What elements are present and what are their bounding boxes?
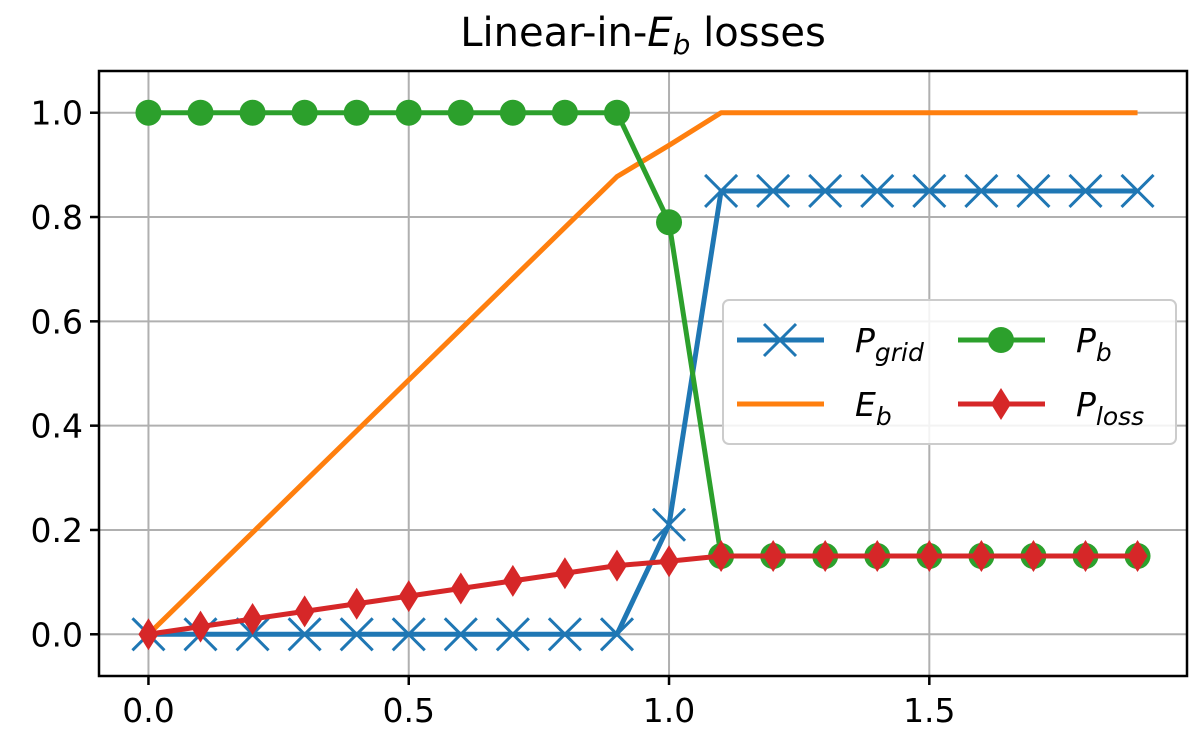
data-point-pb (656, 209, 683, 236)
data-point-pgrid (1120, 173, 1155, 209)
data-point-pb (239, 99, 266, 126)
series-layer (131, 99, 1155, 652)
series-ploss (138, 540, 1148, 651)
data-point-pgrid (495, 617, 530, 652)
data-point-ploss (190, 610, 211, 643)
data-point-pb (135, 99, 162, 126)
data-point-pb (499, 99, 526, 126)
series-line-ploss (148, 553, 1138, 637)
data-point-pgrid (912, 173, 947, 209)
legend-entry-ploss: Ploss (958, 385, 1144, 431)
y-tick-label: 0.2 (31, 511, 83, 550)
legend-symbol: P (1076, 321, 1096, 360)
data-point-pb (447, 99, 474, 126)
data-point-pb (187, 99, 214, 126)
data-point-ploss (1075, 540, 1096, 573)
data-point-pgrid (287, 617, 322, 652)
series-line-pgrid (148, 188, 1138, 637)
data-point-ploss (1023, 540, 1044, 573)
data-point-pgrid (339, 617, 374, 652)
data-point-pgrid (443, 617, 478, 652)
plot-frame (97, 69, 1189, 678)
data-point-ploss (763, 540, 784, 573)
series-line-eb (146, 110, 1138, 637)
chart-title-suffix: losses (690, 10, 825, 56)
data-point-pgrid (1068, 173, 1103, 209)
legend-entry-pgrid: Pgrid (737, 321, 924, 367)
legend-marker-ploss (991, 388, 1011, 420)
legend-symbol: E (855, 385, 876, 424)
data-point-ploss (659, 545, 680, 578)
data-point-ploss (711, 540, 732, 573)
data-point-pb (291, 99, 318, 126)
x-tick-label: 0.0 (122, 691, 174, 730)
legend-label-ploss: Ploss (1076, 385, 1144, 431)
data-point-pb (343, 99, 370, 126)
legend-subscript: grid (875, 338, 924, 367)
chart-title-main: Linear-in- (460, 10, 647, 56)
legend-marker-pgrid (762, 322, 798, 358)
data-point-pb (395, 99, 422, 126)
y-tick-label: 0.0 (31, 615, 83, 654)
legend-entry-pb: Pb (958, 321, 1112, 367)
chart-title-symbol: E (647, 10, 673, 56)
x-tick-label: 1.0 (643, 691, 695, 730)
chart-title-subscript: b (673, 28, 691, 61)
y-tick-label: 0.8 (31, 198, 83, 237)
data-point-ploss (346, 587, 367, 620)
data-point-pgrid (599, 617, 635, 652)
data-point-ploss (398, 580, 419, 613)
data-point-pgrid (964, 173, 999, 209)
data-point-ploss (867, 540, 888, 573)
chart-title: Linear-in-Eb losses (460, 10, 826, 61)
y-tick-label: 0.4 (31, 407, 83, 446)
data-point-ploss (815, 540, 836, 573)
data-point-pgrid (704, 173, 739, 209)
data-point-ploss (606, 549, 627, 582)
legend-label-pgrid: Pgrid (855, 321, 924, 367)
data-point-ploss (502, 564, 523, 597)
data-point-ploss (919, 540, 940, 573)
data-point-ploss (294, 595, 315, 628)
data-point-pgrid (651, 507, 687, 542)
y-tick-label: 1.0 (31, 94, 83, 133)
series-eb (146, 110, 1138, 637)
legend-box (722, 299, 1177, 445)
data-point-ploss (971, 540, 992, 573)
data-point-ploss (138, 618, 159, 651)
data-point-pgrid (547, 617, 582, 652)
x-tick-label: 1.5 (903, 691, 955, 730)
data-point-ploss (450, 572, 471, 605)
data-point-pgrid (391, 617, 426, 652)
data-point-pgrid (860, 173, 895, 209)
data-point-pgrid (808, 173, 843, 209)
legend-subscript: b (876, 402, 892, 431)
legend-label-eb: Eb (855, 385, 892, 431)
data-point-pgrid (1016, 173, 1051, 209)
y-tick-label: 0.6 (31, 302, 83, 341)
data-point-ploss (1127, 540, 1148, 573)
axis-ticks: 0.0 0.5 1.0 1.5 0.0 0.2 0.4 0.6 0.8 1.0 (31, 94, 956, 730)
data-point-pgrid (756, 173, 791, 209)
legend-symbol: P (1076, 385, 1096, 424)
legend-label-pb: Pb (1076, 321, 1112, 367)
data-point-ploss (242, 602, 263, 635)
data-point-pb (551, 99, 578, 126)
data-point-ploss (554, 557, 575, 590)
x-tick-label: 0.5 (382, 691, 434, 730)
legend-symbol: P (855, 321, 875, 360)
legend-entry-eb: Eb (737, 385, 892, 431)
legend-marker-pb (988, 327, 1014, 353)
legend-subscript: b (1096, 338, 1112, 367)
data-point-pb (603, 99, 630, 126)
legend-subscript: loss (1096, 402, 1144, 431)
